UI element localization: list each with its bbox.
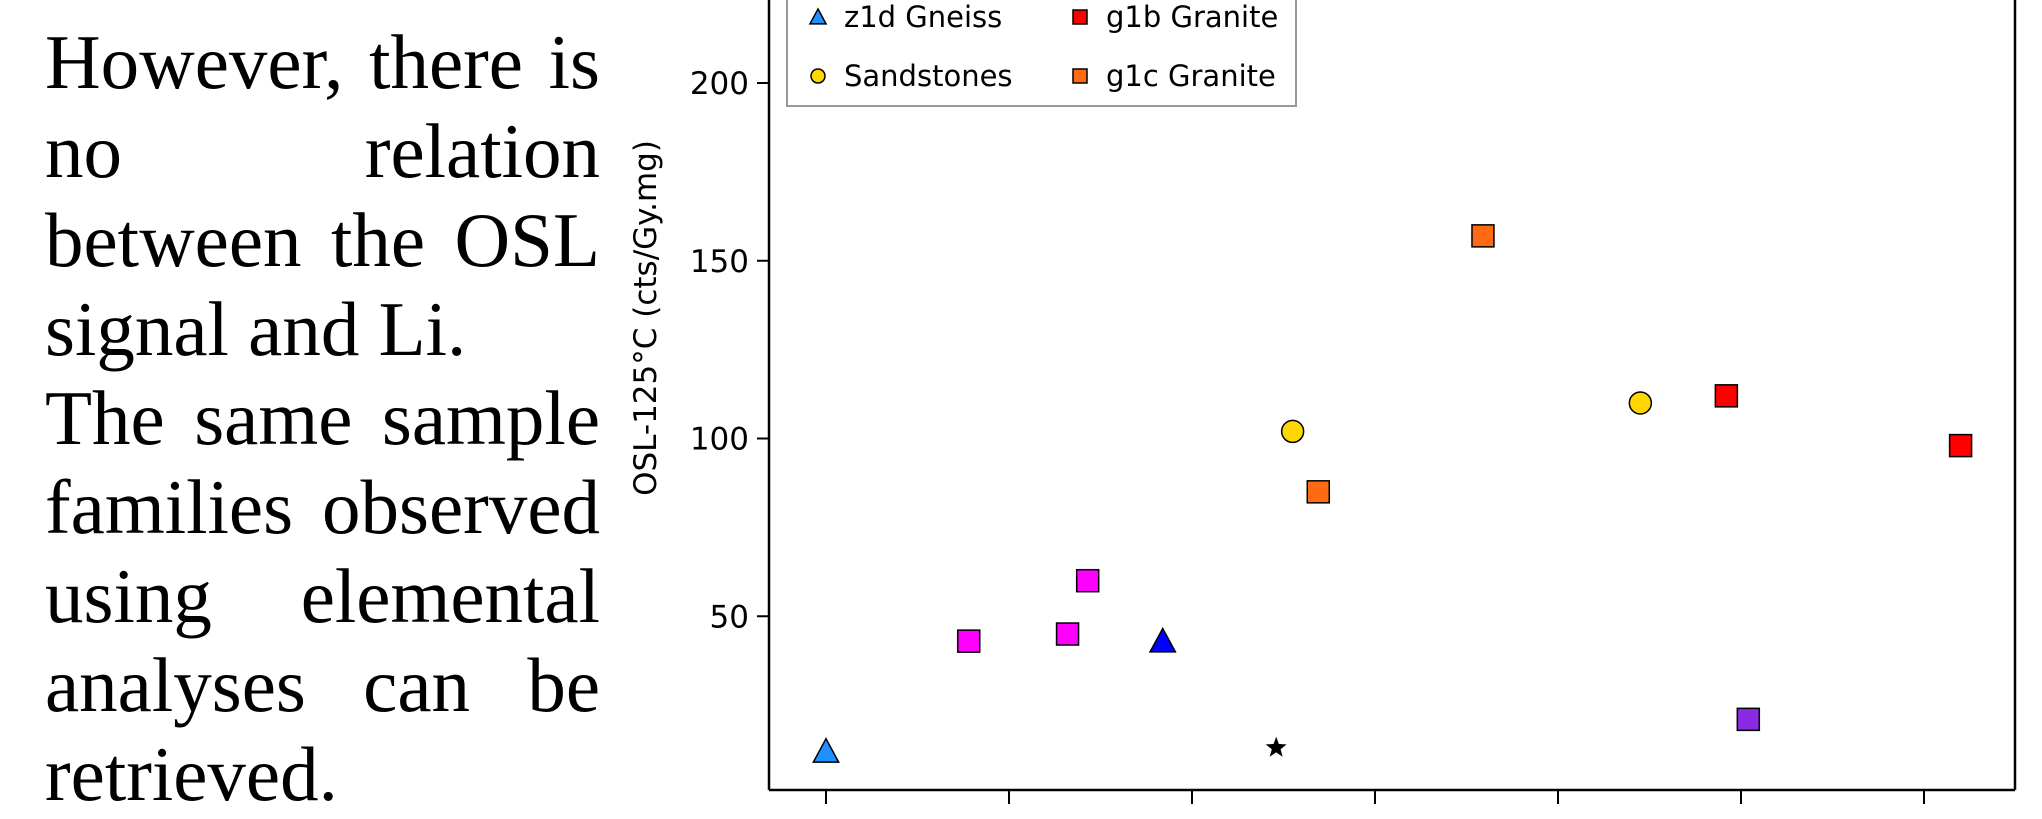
data-point-square bbox=[1306, 480, 1331, 504]
data-point-square bbox=[1471, 224, 1495, 248]
data-point-star bbox=[1265, 736, 1287, 757]
axes: 50 100 150 200 bbox=[690, 0, 2017, 804]
data-point-square bbox=[1075, 568, 1100, 593]
legend-marker bbox=[810, 68, 826, 84]
data-point-triangle bbox=[812, 737, 840, 763]
legend-marker bbox=[808, 7, 828, 25]
data-point-triangle bbox=[1148, 626, 1177, 653]
data-point-circle bbox=[1280, 419, 1305, 444]
y-tick-label: 100 bbox=[690, 422, 749, 458]
legend-marker bbox=[1072, 68, 1088, 84]
data-points bbox=[812, 224, 1973, 763]
y-tick-label: 50 bbox=[710, 599, 749, 635]
paragraph-relation: However, there is no relation between th… bbox=[45, 19, 600, 372]
legend-label: g1b Granite bbox=[1106, 0, 1278, 34]
y-axis-label: OSL-125°C (cts/Gy.mg) bbox=[628, 140, 664, 496]
legend: z1d Gneiss g1b Granite Sandstones g1c Grani… bbox=[786, 0, 1297, 107]
legend-label: Sandstones bbox=[844, 59, 1013, 93]
legend-label: z1d Gneiss bbox=[844, 0, 1002, 34]
data-point-square bbox=[956, 629, 981, 653]
legend-box bbox=[786, 0, 1297, 107]
y-tick-label: 200 bbox=[690, 66, 749, 102]
data-point-circle bbox=[1628, 391, 1653, 415]
legend-marker bbox=[1072, 9, 1088, 25]
legend-label: g1c Granite bbox=[1106, 59, 1276, 93]
data-point-square bbox=[1714, 384, 1739, 408]
body-text: However, there is no relation between th… bbox=[45, 18, 600, 819]
y-tick-label: 150 bbox=[690, 244, 749, 280]
paragraph-families: The same sample families observed using … bbox=[45, 375, 600, 817]
data-point-square bbox=[1948, 433, 1973, 458]
data-point-square bbox=[1055, 622, 1080, 646]
data-point-square bbox=[1736, 707, 1761, 732]
